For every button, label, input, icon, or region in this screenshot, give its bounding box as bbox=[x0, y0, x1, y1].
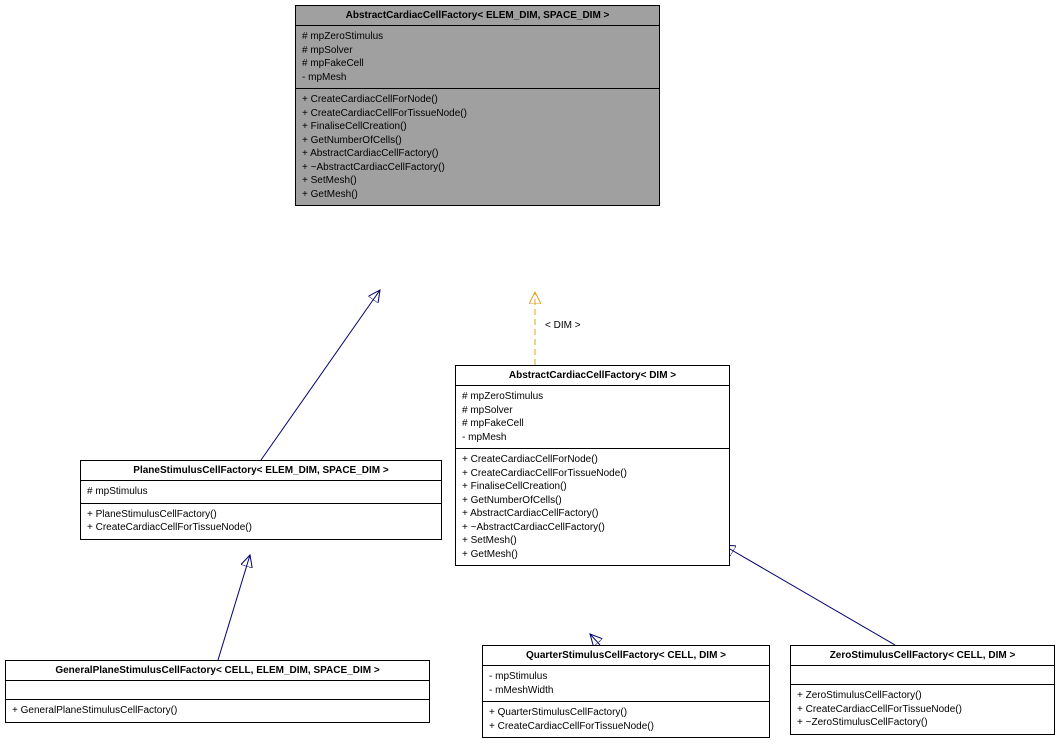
class-ops: + GeneralPlaneStimulusCellFactory() bbox=[6, 700, 429, 722]
op[interactable]: + CreateCardiacCellForTissueNode() bbox=[87, 521, 435, 535]
class-title[interactable]: QuarterStimulusCellFactory< CELL, DIM > bbox=[483, 646, 769, 666]
attr: # mpFakeCell bbox=[302, 57, 653, 71]
edge-general-plane bbox=[218, 555, 250, 660]
op[interactable]: + GetMesh() bbox=[462, 548, 723, 562]
op[interactable]: + CreateCardiacCellForNode() bbox=[302, 93, 653, 107]
attr: # mpStimulus bbox=[87, 485, 435, 499]
class-ops: + CreateCardiacCellForNode() + CreateCar… bbox=[296, 89, 659, 205]
attr: - mpMesh bbox=[462, 431, 723, 445]
attr: - mpMesh bbox=[302, 71, 653, 85]
class-attrs: - mpStimulus - mMeshWidth bbox=[483, 666, 769, 702]
class-box-zero[interactable]: ZeroStimulusCellFactory< CELL, DIM > + Z… bbox=[790, 645, 1055, 735]
op[interactable]: + AbstractCardiacCellFactory() bbox=[462, 507, 723, 521]
op[interactable]: + CreateCardiacCellForTissueNode() bbox=[797, 703, 1048, 717]
class-box-root[interactable]: AbstractCardiacCellFactory< ELEM_DIM, SP… bbox=[295, 5, 660, 206]
op[interactable]: + FinaliseCellCreation() bbox=[462, 480, 723, 494]
attr: - mpStimulus bbox=[489, 670, 763, 684]
class-title[interactable]: AbstractCardiacCellFactory< ELEM_DIM, SP… bbox=[296, 6, 659, 26]
class-ops: + CreateCardiacCellForNode() + CreateCar… bbox=[456, 449, 729, 565]
class-box-plane[interactable]: PlaneStimulusCellFactory< ELEM_DIM, SPAC… bbox=[80, 460, 442, 540]
op[interactable]: + ~AbstractCardiacCellFactory() bbox=[462, 521, 723, 535]
op[interactable]: + GetNumberOfCells() bbox=[462, 494, 723, 508]
op[interactable]: + GetNumberOfCells() bbox=[302, 134, 653, 148]
op[interactable]: + ~ZeroStimulusCellFactory() bbox=[797, 716, 1048, 730]
op[interactable]: + CreateCardiacCellForTissueNode() bbox=[489, 720, 763, 734]
class-title[interactable]: AbstractCardiacCellFactory< DIM > bbox=[456, 366, 729, 386]
op[interactable]: + PlaneStimulusCellFactory() bbox=[87, 508, 435, 522]
attr: # mpSolver bbox=[462, 404, 723, 418]
class-title[interactable]: PlaneStimulusCellFactory< ELEM_DIM, SPAC… bbox=[81, 461, 441, 481]
class-attrs bbox=[791, 666, 1054, 685]
op[interactable]: + ZeroStimulusCellFactory() bbox=[797, 689, 1048, 703]
class-attrs: # mpStimulus bbox=[81, 481, 441, 504]
class-box-quarter[interactable]: QuarterStimulusCellFactory< CELL, DIM > … bbox=[482, 645, 770, 738]
edge-plane-root bbox=[261, 290, 380, 460]
class-attrs: # mpZeroStimulus # mpSolver # mpFakeCell… bbox=[456, 386, 729, 449]
edge-quarter-dim bbox=[590, 634, 600, 645]
class-ops: + ZeroStimulusCellFactory() + CreateCard… bbox=[791, 685, 1054, 734]
edge-zero-dim bbox=[723, 545, 895, 645]
op[interactable]: + GetMesh() bbox=[302, 188, 653, 202]
attr: # mpFakeCell bbox=[462, 417, 723, 431]
uml-canvas: < DIM > AbstractCardiacCellFactory< ELEM… bbox=[0, 0, 1061, 752]
op[interactable]: + CreateCardiacCellForTissueNode() bbox=[462, 467, 723, 481]
op[interactable]: + SetMesh() bbox=[302, 174, 653, 188]
op[interactable]: + AbstractCardiacCellFactory() bbox=[302, 147, 653, 161]
op[interactable]: + QuarterStimulusCellFactory() bbox=[489, 706, 763, 720]
op[interactable]: + SetMesh() bbox=[462, 534, 723, 548]
op[interactable]: + FinaliseCellCreation() bbox=[302, 120, 653, 134]
op[interactable]: + CreateCardiacCellForNode() bbox=[462, 453, 723, 467]
op[interactable]: + GeneralPlaneStimulusCellFactory() bbox=[12, 704, 423, 718]
class-title[interactable]: GeneralPlaneStimulusCellFactory< CELL, E… bbox=[6, 661, 429, 681]
class-attrs bbox=[6, 681, 429, 700]
class-attrs: # mpZeroStimulus # mpSolver # mpFakeCell… bbox=[296, 26, 659, 89]
attr: # mpSolver bbox=[302, 44, 653, 58]
class-box-general[interactable]: GeneralPlaneStimulusCellFactory< CELL, E… bbox=[5, 660, 430, 723]
attr: - mMeshWidth bbox=[489, 684, 763, 698]
class-title[interactable]: ZeroStimulusCellFactory< CELL, DIM > bbox=[791, 646, 1054, 666]
op[interactable]: + ~AbstractCardiacCellFactory() bbox=[302, 161, 653, 175]
class-box-dim[interactable]: AbstractCardiacCellFactory< DIM > # mpZe… bbox=[455, 365, 730, 566]
class-ops: + QuarterStimulusCellFactory() + CreateC… bbox=[483, 702, 769, 737]
attr: # mpZeroStimulus bbox=[462, 390, 723, 404]
edge-label-dim: < DIM > bbox=[545, 320, 581, 331]
op[interactable]: + CreateCardiacCellForTissueNode() bbox=[302, 107, 653, 121]
attr: # mpZeroStimulus bbox=[302, 30, 653, 44]
class-ops: + PlaneStimulusCellFactory() + CreateCar… bbox=[81, 504, 441, 539]
